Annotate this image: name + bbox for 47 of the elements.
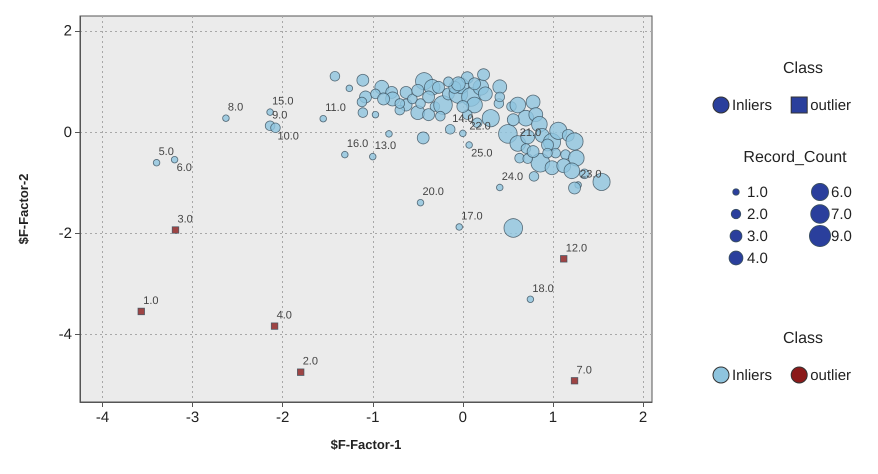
x-tick-label: 1 <box>548 409 558 426</box>
x-axis-title: $F-Factor-1 <box>330 437 402 452</box>
text: outlier <box>810 97 852 114</box>
annotation: 20.0 <box>422 186 444 198</box>
annotation: 17.0 <box>461 210 483 222</box>
x-tick-label: -2 <box>276 409 290 426</box>
legend-label: 4.0 <box>747 250 768 267</box>
x-tick-label: 2 <box>638 409 648 426</box>
annotation: 6.0 <box>176 162 192 174</box>
annotation: 7.0 <box>576 364 592 376</box>
annotation: 15.0 <box>272 96 294 108</box>
annotation: 2.0 <box>302 356 318 368</box>
legend-label: 9.0 <box>831 228 852 245</box>
x-tick-label: 0 <box>458 409 468 426</box>
legend-label: 7.0 <box>831 206 852 223</box>
annotation: 5.0 <box>158 146 174 158</box>
annotation: 8.0 <box>228 102 244 114</box>
annotation: 3.0 <box>177 213 193 226</box>
y-tick-label: -2 <box>58 225 72 242</box>
y-tick-label: 0 <box>64 124 72 141</box>
text: Record_Count <box>743 149 848 166</box>
annotation: 18.0 <box>532 282 554 295</box>
y-tick-label: -4 <box>58 326 72 344</box>
x-tick-label: -1 <box>366 409 380 426</box>
annotation: 25.0 <box>471 148 493 160</box>
annotation: 4.0 <box>276 310 292 322</box>
annotation: 16.0 <box>346 138 368 150</box>
legend-title: Class <box>782 60 824 77</box>
legend-label: 3.0 <box>747 228 768 245</box>
text: Inliers <box>732 97 772 114</box>
annotation: 13.0 <box>374 140 396 152</box>
annotation: 11.0 <box>325 102 346 114</box>
legend-label: outlier <box>810 367 852 384</box>
annotation: 9.0 <box>272 109 288 122</box>
legend-label: 1.0 <box>747 184 768 201</box>
y-tick-label: 2 <box>64 22 72 40</box>
annotation: 1.0 <box>143 294 159 307</box>
annotation: 24.0 <box>502 171 524 183</box>
y-axis-title: $F-Factor-2 <box>16 174 31 244</box>
annotation: 10.0 <box>277 130 299 142</box>
legend-label: 6.0 <box>831 184 852 201</box>
annotation: 12.0 <box>566 242 588 254</box>
legend-label: 2.0 <box>747 206 768 223</box>
legend-label: Inliers <box>732 367 772 384</box>
x-tick-label: -3 <box>186 409 200 426</box>
text: Class <box>782 330 824 347</box>
x-tick-label: -4 <box>96 409 110 426</box>
